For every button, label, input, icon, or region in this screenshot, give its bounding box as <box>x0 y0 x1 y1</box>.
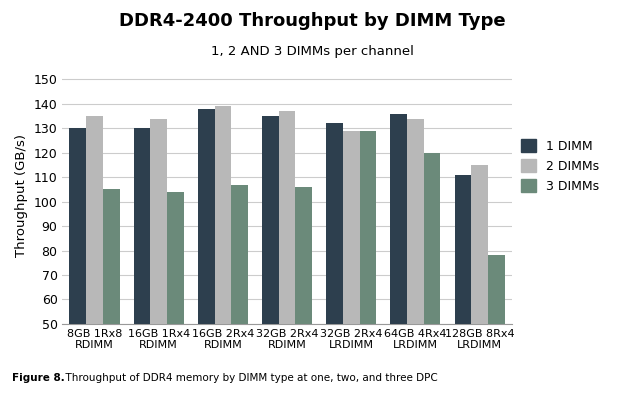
Bar <box>424 153 441 395</box>
Bar <box>150 118 167 395</box>
Text: Throughput of DDR4 memory by DIMM type at one, two, and three DPC: Throughput of DDR4 memory by DIMM type a… <box>59 373 438 383</box>
Bar <box>295 187 312 395</box>
Bar <box>134 128 150 395</box>
Bar <box>471 165 488 395</box>
Bar <box>279 111 295 395</box>
Legend: 1 DIMM, 2 DIMMs, 3 DIMMs: 1 DIMM, 2 DIMMs, 3 DIMMs <box>521 139 599 193</box>
Bar <box>167 192 183 395</box>
Text: 1, 2 AND 3 DIMMs per channel: 1, 2 AND 3 DIMMs per channel <box>210 45 414 58</box>
Bar <box>454 175 471 395</box>
Bar <box>232 184 248 395</box>
Bar <box>69 128 86 395</box>
Bar <box>103 190 120 395</box>
Text: DDR4-2400 Throughput by DIMM Type: DDR4-2400 Throughput by DIMM Type <box>119 12 505 30</box>
Bar <box>488 256 505 395</box>
Bar <box>359 131 376 395</box>
Bar <box>86 116 103 395</box>
Y-axis label: Throughput (GB/s): Throughput (GB/s) <box>15 134 28 257</box>
Bar <box>198 109 215 395</box>
Bar <box>326 123 343 395</box>
Bar <box>407 118 424 395</box>
Text: Figure 8.: Figure 8. <box>12 373 66 383</box>
Bar <box>215 106 232 395</box>
Bar <box>262 116 279 395</box>
Bar <box>343 131 359 395</box>
Bar <box>391 114 407 395</box>
